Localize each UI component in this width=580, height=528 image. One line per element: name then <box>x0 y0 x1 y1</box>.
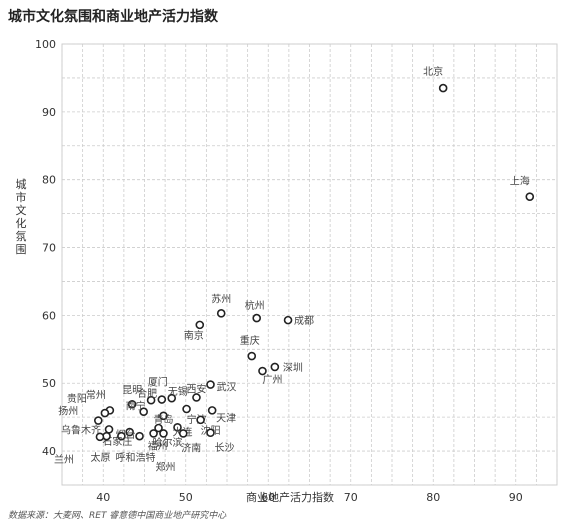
data-point <box>196 415 205 425</box>
x-axis-label: 商业地产活力指数 <box>246 491 334 504</box>
point-label: 常州 <box>86 388 106 401</box>
data-point <box>206 380 215 389</box>
data-point <box>146 395 156 405</box>
data-point <box>100 408 110 418</box>
point-label: 济南 <box>181 441 201 454</box>
y-tick-label: 100 <box>35 38 56 51</box>
data-point <box>157 395 167 404</box>
data-point <box>125 427 134 437</box>
point-label: 无锡 <box>168 385 188 398</box>
data-point <box>192 393 201 402</box>
x-tick-label: 40 <box>96 491 110 504</box>
y-axis-label: 城市文化氛围 <box>15 178 27 256</box>
point-label: 天津 <box>216 412 236 424</box>
data-point <box>247 351 257 361</box>
point-label: 成都 <box>294 315 314 327</box>
data-point <box>270 362 280 372</box>
point-label: 南京 <box>184 329 204 342</box>
data-point <box>104 425 114 434</box>
point-label: 杭州 <box>245 299 265 312</box>
point-label: 南宁 <box>126 400 146 413</box>
data-point <box>216 309 226 318</box>
y-tick-label: 80 <box>42 174 56 187</box>
point-label: 上海 <box>510 175 530 188</box>
source-note: 数据来源：大麦网、RET 睿意德中国商业地产研究中心 <box>8 511 227 521</box>
data-point <box>95 432 105 442</box>
point-label: 太原 <box>91 451 111 464</box>
data-point <box>149 429 158 438</box>
point-label: 北京 <box>423 65 443 78</box>
data-point <box>159 429 168 438</box>
point-label: 福州 <box>148 439 168 452</box>
data-point <box>167 393 177 403</box>
y-tick-label: 70 <box>42 242 56 255</box>
data-point <box>525 192 535 201</box>
data-point <box>139 407 148 417</box>
data-point <box>117 431 126 441</box>
x-tick-label: 90 <box>509 491 523 504</box>
point-label: 合肥 <box>137 387 157 400</box>
data-point <box>195 320 205 330</box>
data-point <box>258 366 267 376</box>
data-point <box>206 428 215 438</box>
point-label: 呼和浩特 <box>116 452 156 464</box>
point-label: 昆明 <box>122 384 142 396</box>
x-tick-label: 70 <box>344 491 358 504</box>
chart-title: 城市文化氛围和商业地产活力指数 <box>8 9 218 25</box>
point-label: 重庆 <box>240 334 260 347</box>
x-tick-label: 80 <box>426 491 440 504</box>
data-point <box>283 315 293 325</box>
data-point <box>154 423 163 433</box>
y-tick-label: 60 <box>42 309 56 322</box>
point-label: 哈尔滨 <box>153 436 183 449</box>
data-point <box>182 404 191 414</box>
y-tick-label: 50 <box>42 377 56 390</box>
point-label: 广州 <box>262 374 282 386</box>
point-label: 乌鲁木齐 <box>61 423 101 436</box>
point-label: 扬州 <box>58 405 78 418</box>
point-label: 郑州 <box>155 460 175 473</box>
y-tick-label: 90 <box>42 106 56 119</box>
x-tick-label: 60 <box>261 491 275 504</box>
point-label: 兰州 <box>54 453 74 466</box>
point-label: 厦门 <box>148 376 168 389</box>
data-point <box>178 429 188 438</box>
y-tick-label: 40 <box>42 445 56 458</box>
point-label: 深圳 <box>283 362 303 374</box>
data-point <box>127 399 137 409</box>
point-label: 贵阳 <box>67 392 87 405</box>
point-label: 青岛 <box>153 413 173 426</box>
point-label: 西安 <box>186 382 206 395</box>
data-point <box>94 416 103 425</box>
x-tick-label: 50 <box>179 491 193 504</box>
data-point <box>135 431 144 441</box>
data-point <box>159 411 168 421</box>
data-point <box>438 83 448 93</box>
data-point <box>173 423 182 432</box>
data-point <box>207 406 217 415</box>
data-point <box>252 313 262 323</box>
point-label: 武汉 <box>217 381 237 394</box>
point-label: 苏州 <box>211 292 231 305</box>
point-label: 长沙 <box>215 442 235 454</box>
